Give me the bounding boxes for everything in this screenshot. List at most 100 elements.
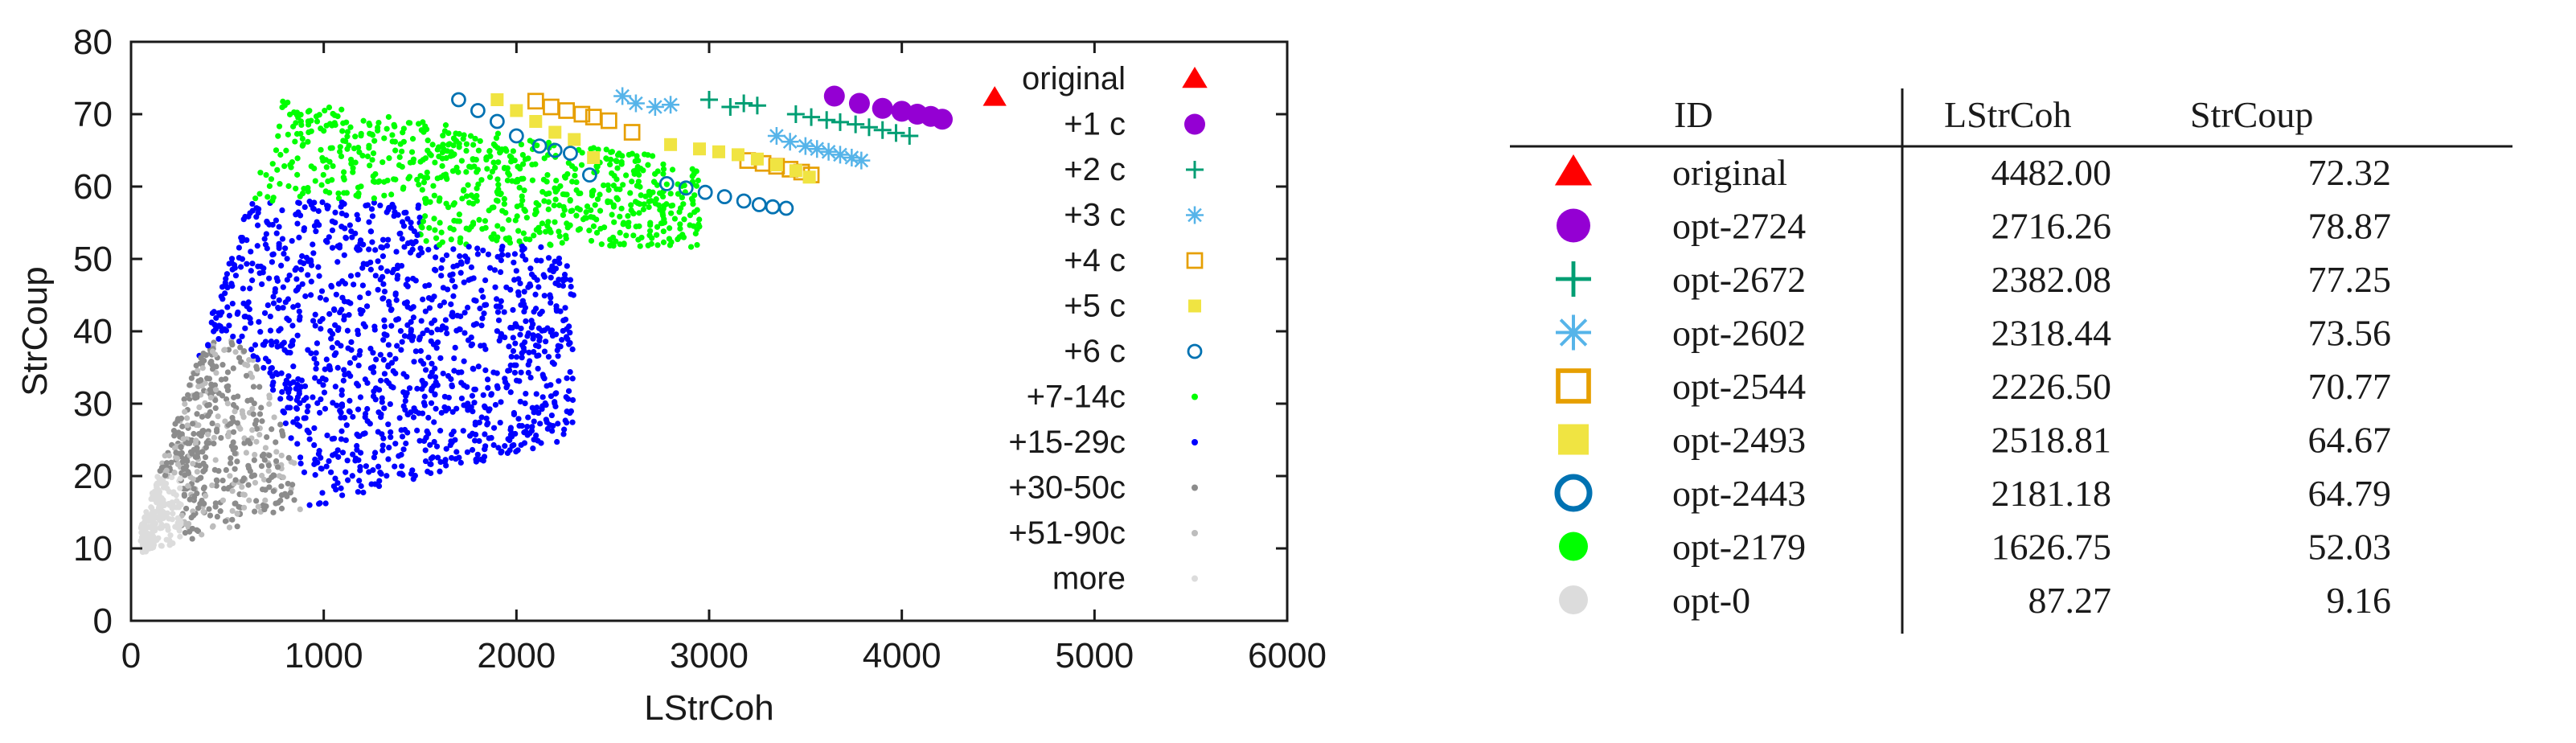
cloud-point bbox=[183, 463, 190, 470]
cloud-point bbox=[266, 275, 273, 281]
cloud-point bbox=[408, 220, 414, 226]
cloud-point bbox=[360, 261, 367, 267]
cloud-point bbox=[560, 211, 567, 219]
cloud-point bbox=[294, 302, 301, 309]
cloud-point bbox=[250, 353, 256, 359]
cloud-point bbox=[465, 400, 471, 407]
cloud-point bbox=[576, 190, 582, 197]
cloud-point bbox=[326, 105, 333, 111]
cloud-point bbox=[493, 296, 500, 302]
cloud-point bbox=[329, 344, 335, 351]
cloud-point bbox=[411, 359, 417, 365]
cloud-point bbox=[301, 469, 308, 475]
cloud-point bbox=[681, 216, 687, 223]
cloud-point bbox=[584, 203, 591, 210]
cloud-point bbox=[396, 154, 403, 161]
cloud-point bbox=[472, 386, 478, 392]
cloud-point bbox=[461, 358, 467, 364]
cloud-point bbox=[305, 118, 311, 125]
legend-marker bbox=[1186, 252, 1204, 269]
cloud-point bbox=[439, 162, 445, 170]
cloud-point bbox=[213, 370, 219, 376]
cloud-point bbox=[183, 415, 191, 421]
cloud-point bbox=[580, 216, 587, 223]
cloud-point bbox=[406, 174, 413, 180]
cloud-point bbox=[425, 414, 432, 421]
cloud-point bbox=[289, 159, 295, 166]
cloud-point bbox=[347, 300, 354, 306]
cloud-point bbox=[199, 383, 205, 389]
cloud-point bbox=[206, 506, 212, 512]
y-tick-label: 30 bbox=[73, 384, 113, 424]
data-point bbox=[489, 113, 505, 129]
cloud-point bbox=[680, 234, 687, 240]
cloud-point bbox=[438, 229, 445, 236]
cloud-point bbox=[457, 459, 464, 466]
cloud-point bbox=[301, 260, 307, 267]
cloud-point bbox=[281, 491, 289, 497]
cloud-point bbox=[269, 161, 276, 167]
cloud-point bbox=[425, 246, 432, 253]
cloud-point bbox=[371, 138, 378, 144]
data-point bbox=[527, 92, 544, 110]
cloud-point bbox=[248, 248, 254, 255]
cloud-point bbox=[522, 400, 528, 407]
cloud-point bbox=[573, 212, 580, 219]
cloud-point bbox=[544, 383, 550, 389]
cloud-point bbox=[440, 370, 446, 377]
data-point bbox=[716, 189, 732, 205]
cloud-point bbox=[266, 183, 273, 190]
data-point bbox=[796, 137, 814, 155]
cloud-point bbox=[221, 347, 228, 353]
cloud-point bbox=[470, 408, 476, 415]
cloud-point bbox=[388, 191, 395, 198]
cloud-point bbox=[375, 119, 382, 126]
cloud-point bbox=[536, 337, 543, 344]
cloud-point bbox=[525, 414, 531, 421]
cloud-point bbox=[351, 281, 357, 288]
cloud-point bbox=[548, 294, 554, 301]
cloud-point bbox=[565, 388, 572, 394]
cloud-point bbox=[410, 314, 416, 321]
cloud-point bbox=[360, 431, 367, 437]
cloud-point bbox=[236, 255, 242, 261]
cloud-point bbox=[427, 441, 433, 448]
cloud-point bbox=[385, 342, 392, 348]
x-tick-label: 4000 bbox=[863, 636, 941, 675]
cloud-point bbox=[304, 408, 310, 415]
cloud-point bbox=[400, 129, 406, 136]
cloud-point bbox=[552, 258, 558, 265]
cloud-point bbox=[411, 405, 417, 412]
cloud-point bbox=[229, 516, 236, 523]
cloud-point bbox=[240, 300, 247, 306]
cloud-point bbox=[385, 380, 392, 387]
cloud-point bbox=[428, 470, 434, 477]
cloud-point bbox=[166, 515, 172, 522]
cloud-point bbox=[588, 207, 594, 214]
cloud-point bbox=[385, 456, 392, 462]
cloud-point bbox=[154, 474, 161, 480]
cloud-point bbox=[252, 342, 259, 348]
cloud-point bbox=[495, 159, 502, 166]
cloud-point bbox=[314, 340, 321, 347]
cloud-point bbox=[532, 207, 539, 213]
cloud-point bbox=[484, 166, 490, 172]
cloud-point bbox=[336, 244, 343, 251]
table-row-marker bbox=[1558, 424, 1589, 455]
cloud-point bbox=[443, 252, 450, 259]
cloud-point bbox=[306, 129, 312, 136]
cloud-point bbox=[564, 375, 570, 381]
cloud-point bbox=[230, 439, 236, 445]
cloud-point bbox=[253, 498, 260, 504]
cloud-point bbox=[341, 414, 348, 421]
cloud-point bbox=[511, 369, 519, 376]
cloud-point bbox=[520, 301, 527, 307]
cloud-point bbox=[298, 377, 305, 384]
cloud-point bbox=[502, 146, 509, 153]
cloud-point bbox=[294, 171, 301, 178]
cloud-point bbox=[377, 351, 384, 358]
cloud-point bbox=[261, 236, 268, 242]
cloud-point bbox=[379, 236, 387, 243]
cloud-point bbox=[461, 330, 468, 336]
cloud-point bbox=[410, 476, 416, 482]
